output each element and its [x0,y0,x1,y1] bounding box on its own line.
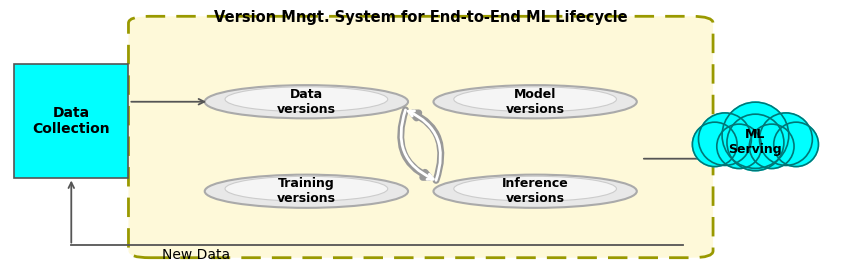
FancyBboxPatch shape [14,64,128,178]
Text: New Data: New Data [162,248,230,262]
Ellipse shape [693,122,737,167]
Ellipse shape [454,176,616,201]
Ellipse shape [205,175,408,208]
FancyBboxPatch shape [128,16,713,258]
Text: Training
versions: Training versions [277,177,336,205]
Text: Inference
versions: Inference versions [502,177,569,205]
Ellipse shape [774,122,819,167]
Ellipse shape [699,113,751,165]
Ellipse shape [205,85,408,118]
Text: Data
versions: Data versions [277,88,336,116]
Ellipse shape [760,113,813,165]
Text: ML
Serving: ML Serving [728,129,782,156]
Ellipse shape [750,124,794,169]
Text: Model
versions: Model versions [506,88,564,116]
Ellipse shape [434,85,637,118]
Ellipse shape [727,114,784,171]
Ellipse shape [225,87,388,112]
Ellipse shape [225,176,388,201]
Text: Version Mngt. System for End-to-End ML Lifecycle: Version Mngt. System for End-to-End ML L… [214,10,627,25]
Text: Data
Collection: Data Collection [32,105,110,136]
Ellipse shape [717,124,762,169]
Ellipse shape [722,102,789,169]
Ellipse shape [454,87,616,112]
Ellipse shape [434,175,637,208]
